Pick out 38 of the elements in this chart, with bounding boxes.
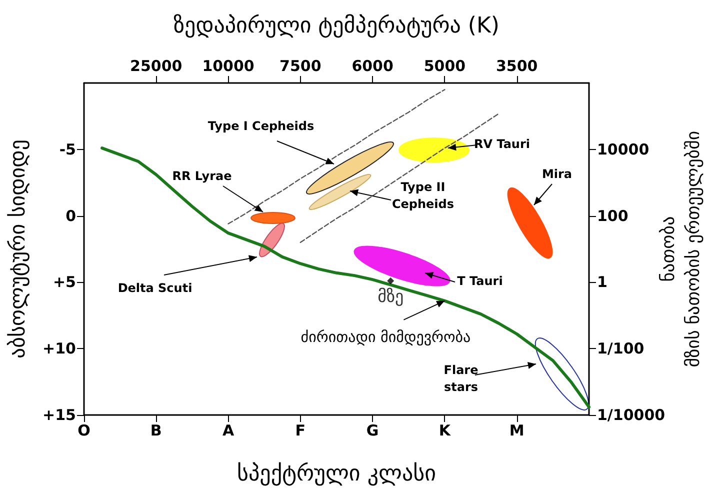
text: 25000 bbox=[130, 57, 182, 76]
annotation: T Tauri bbox=[457, 274, 503, 288]
x-tick-label: O bbox=[78, 422, 90, 440]
annotation: ძირითადი მიმდევრობა bbox=[300, 328, 471, 346]
line-series bbox=[100, 146, 590, 409]
x2-axis-title: ზედაპირული ტემპერატურა (K) bbox=[174, 14, 500, 38]
x-tick-label: A bbox=[222, 422, 234, 440]
y-tick-label: +5 bbox=[52, 273, 76, 292]
y2-axis-title: ნათობა მზის ნათობის ერთეულებში bbox=[658, 130, 704, 368]
text: 7500 bbox=[280, 57, 322, 76]
x-tick-label: K bbox=[438, 422, 452, 440]
text: 6000 bbox=[352, 57, 394, 76]
text: 10000 bbox=[202, 57, 254, 76]
y2-tick-label: 100 bbox=[597, 206, 628, 225]
annotation: Flare stars bbox=[444, 363, 478, 394]
y2-tick-label: 1/100 bbox=[597, 340, 644, 358]
y2-tick-label: 1 bbox=[597, 273, 608, 292]
x-tick-label: F bbox=[295, 422, 306, 440]
annotation: Type II Cepheids bbox=[392, 180, 454, 212]
y2-tick-label: 1/10000 bbox=[597, 406, 666, 424]
y2-tick-label: 10000 bbox=[597, 140, 650, 158]
y-axis-title: აბსოლუტური სიდიდე bbox=[6, 139, 30, 359]
y-tick-label: +15 bbox=[42, 406, 76, 424]
y-tick-label: -5 bbox=[59, 140, 76, 158]
y-tick-label: +10 bbox=[42, 340, 76, 358]
annotation: Mira bbox=[542, 167, 572, 182]
x-tick-label: M bbox=[509, 422, 524, 440]
annotation: Type I Cepheids bbox=[208, 119, 314, 134]
y-tick-label: 0 bbox=[66, 206, 76, 225]
x-axis-title: სპექტრული კლასი bbox=[236, 462, 436, 486]
annotation: Delta Scuti bbox=[118, 281, 192, 296]
x-tick-label: B bbox=[150, 422, 162, 440]
text: 5000 bbox=[424, 57, 466, 76]
legend-label: მზე bbox=[378, 286, 404, 307]
x-tick-label: G bbox=[366, 422, 379, 440]
annotation: RR Lyrae bbox=[172, 169, 232, 184]
text: 3500 bbox=[496, 57, 538, 76]
annotation: RV Tauri bbox=[474, 137, 530, 152]
